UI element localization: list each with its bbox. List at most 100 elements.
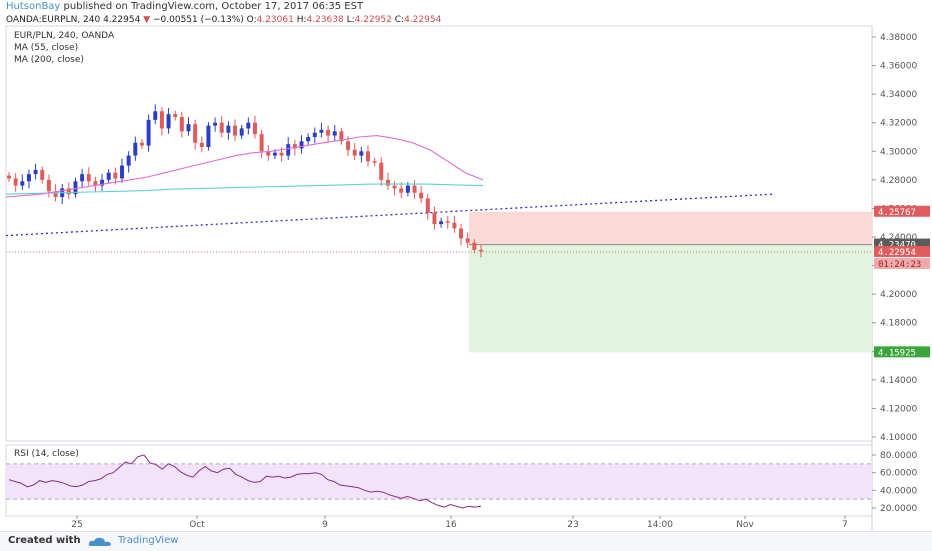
low-value: 4.22952: [354, 15, 392, 25]
chart-canvas[interactable]: 4.38000 4.36000 4.34000 4.32000 4.30000 4.280…: [0, 0, 932, 531]
stop-price-tag: 4.25767: [878, 208, 916, 218]
rsi-tick-label: 40.0000: [880, 486, 917, 496]
candle-body: [439, 221, 444, 225]
candle-body: [86, 174, 91, 182]
candle-body: [299, 141, 304, 149]
time-tick-label: Nov: [736, 520, 754, 530]
candle-body: [173, 114, 178, 117]
candle-body: [219, 122, 224, 133]
last-price-tag-bg: [874, 245, 930, 257]
rsi-title: RSI (14, close): [14, 449, 79, 459]
candle-body: [379, 162, 384, 180]
price-tick-label: 4.28000: [880, 176, 917, 186]
price-tick-label: 4.20000: [880, 290, 917, 300]
candle-body: [199, 142, 204, 147]
trend-line: [5, 193, 774, 237]
candle-body: [93, 181, 98, 186]
legend-ma55: MA (55, close): [14, 43, 79, 53]
candle-body: [80, 174, 85, 182]
ma200-line: [5, 183, 484, 195]
time-tick-label: 9: [322, 520, 328, 530]
candle-body: [179, 117, 184, 132]
footer-bar: Created with TradingView: [0, 531, 932, 551]
entry-price-tag: 4.23470: [878, 241, 916, 251]
tradingview-brand-link[interactable]: TradingView: [118, 535, 179, 546]
rsi-line: [8, 454, 482, 509]
change-text: −0.00551 (−0.13%): [152, 15, 244, 25]
candle-body: [13, 178, 18, 186]
last-price-tag: 4.22954: [878, 248, 916, 258]
time-tick-label: 25: [71, 520, 82, 530]
countdown-tag: 01:24:23: [878, 260, 921, 270]
stop-price-tag-bg: [874, 205, 930, 217]
candle-body: [193, 124, 198, 143]
price-tick-label: 4.32000: [880, 119, 917, 129]
candle-body: [26, 174, 31, 182]
candle-body: [339, 131, 344, 142]
price-tick-label: 4.30000: [880, 147, 917, 157]
candle-body: [479, 249, 483, 252]
candle-body: [146, 119, 151, 146]
low-label: L:: [346, 15, 355, 25]
candle-body: [272, 152, 277, 156]
entry-price-tag-bg: [874, 238, 930, 250]
candle-body: [20, 181, 25, 186]
candle-body: [153, 111, 158, 120]
price-tick-label: 4.18000: [880, 319, 917, 329]
price-tick-label: 4.10000: [880, 433, 917, 443]
candle-body: [166, 114, 171, 129]
stop-loss-zone: [469, 211, 872, 245]
candle-body: [186, 124, 191, 132]
candle-body: [472, 242, 477, 250]
price-tick-label: 4.36000: [880, 62, 917, 72]
candle-body: [399, 188, 404, 193]
candle-body: [385, 179, 390, 186]
candle-body: [126, 155, 131, 166]
time-tick-label: Oct: [189, 520, 205, 530]
candle-body: [40, 169, 45, 180]
price-tick-label: 4.12000: [880, 404, 917, 414]
candle-body: [365, 151, 370, 162]
rsi-tick-label: 80.0000: [880, 451, 917, 461]
candle-body: [73, 181, 78, 195]
ohlc-info-bar: OANDA:EURPLN, 240 4.22954 ▼ −0.00551 (−0…: [6, 14, 441, 26]
high-label: H:: [296, 15, 307, 25]
candle-body: [206, 125, 211, 147]
legend-title: EUR/PLN, 240, OANDA: [14, 31, 115, 41]
candle-body: [279, 152, 284, 156]
candle-body: [412, 185, 417, 193]
candle-body: [133, 142, 138, 156]
candle-body: [405, 185, 410, 193]
publish-header: HutsonBay published on TradingView.com, …: [6, 0, 363, 14]
published-text: published on TradingView.com, October 17…: [63, 1, 364, 12]
candle-body: [392, 185, 397, 189]
down-arrow-icon: ▼: [143, 15, 151, 25]
author-link[interactable]: HutsonBay: [6, 1, 61, 12]
candle-body: [106, 172, 111, 180]
candle-body: [46, 179, 51, 192]
candle-body: [7, 175, 11, 179]
candle-body: [459, 228, 464, 239]
ma55-line: [5, 135, 484, 198]
candle-body: [352, 149, 357, 156]
candle-body: [246, 122, 251, 129]
high-value: 4.23638: [306, 15, 344, 25]
target-price-tag-bg: [874, 346, 930, 358]
candle-body: [252, 122, 257, 135]
candle-body: [372, 161, 377, 163]
candle-body: [465, 238, 470, 243]
take-profit-zone: [469, 244, 872, 353]
chart-legend: EUR/PLN, 240, OANDA MA (55, close) MA (2…: [14, 30, 114, 66]
candle-body: [53, 191, 58, 197]
candle-body: [259, 134, 264, 152]
candle-body: [66, 188, 71, 195]
legend-ma200: MA (200, close): [14, 55, 84, 65]
price-tick-label: 4.14000: [880, 376, 917, 386]
tradingview-cloud-icon: [88, 537, 111, 546]
symbol-label: OANDA:EURPLN, 240: [6, 15, 101, 25]
candle-body: [419, 192, 424, 199]
candle-body: [113, 172, 118, 179]
created-with-text: Created with: [8, 535, 81, 546]
last-price: 4.22954: [103, 15, 141, 25]
